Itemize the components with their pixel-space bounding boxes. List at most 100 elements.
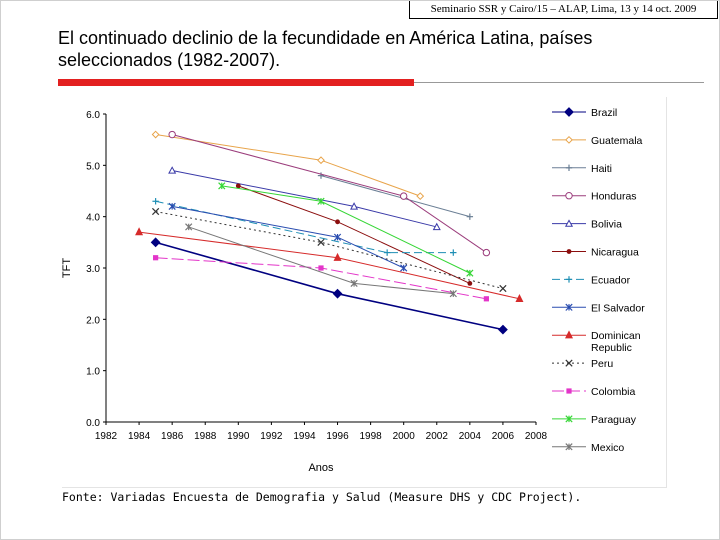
legend-item-brazil: Brazil [552,107,617,119]
chart-axes: 0.0 1.0 2.0 3.0 4.0 5.0 6.0 1982 1984 1986 1988 199… [61,110,548,474]
legend-item-bolivia: Bolivia [552,219,622,231]
legend-label: El Salvador [591,302,645,314]
data-point [383,249,391,256]
legend-item-el-salvador: El Salvador [552,302,645,314]
data-point [565,276,573,283]
x-tick-label: 2006 [492,431,515,442]
x-tick-label: 1986 [161,431,184,442]
y-tick-label: 1.0 [86,367,100,378]
y-tick-label: 0.0 [86,418,100,429]
legend-label: Republic [591,342,632,354]
series-guatemala [151,130,425,201]
series-line [320,175,470,218]
y-tick-label: 4.0 [86,213,100,224]
chart-area: 0.0 1.0 2.0 3.0 4.0 5.0 6.0 1982 1984 1986 1988 199… [61,97,667,488]
y-tick-label: 2.0 [86,315,100,326]
series-peru [151,207,507,293]
data-point [333,252,342,261]
data-point [168,202,176,211]
data-point [566,249,572,254]
x-tick-label: 2000 [393,431,416,442]
series-paraguay [218,182,474,277]
legend-label: Peru [591,358,613,370]
data-point [317,238,325,246]
series-line [172,134,487,254]
data-point [483,296,489,302]
legend-label: Paraguay [591,414,637,426]
series-nicaragua [235,183,473,286]
y-axis-label: TFT [62,258,73,278]
data-point [449,290,457,298]
seminar-header: Seminario SSR y Cairo/15 – ALAP, Lima, 1… [409,0,718,19]
marker-stroke [565,359,573,367]
legend-label: Mexico [591,442,624,454]
legend-label: Nicaragua [591,247,639,259]
legend-label: Guatemala [591,135,643,147]
series-line [155,211,504,290]
x-tick-label: 1984 [128,431,151,442]
data-point [565,164,573,171]
data-point [400,264,408,272]
data-point [151,130,160,139]
data-point [565,303,573,311]
chart-series [135,130,524,335]
data-point [467,281,473,286]
data-point [218,182,226,190]
tfr-line-chart: 0.0 1.0 2.0 3.0 4.0 5.0 6.0 1982 1984 1986 1988 199… [61,107,645,474]
slide-title: El continuado declinio de la fecundidade… [58,28,593,70]
legend-label: Haiti [591,163,612,175]
series-ecuador [152,198,457,256]
data-point [564,219,574,227]
data-point [317,156,325,165]
title-divider [414,82,704,83]
x-tick-label: 1992 [260,431,283,442]
data-point [350,202,359,210]
data-point [153,255,159,261]
legend-label: Colombia [591,386,636,398]
data-point [499,284,507,293]
x-tick-label: 1996 [326,431,349,442]
series-dominican-republic [135,227,524,302]
data-point [565,359,573,367]
data-point [317,197,325,205]
series-line [155,200,454,254]
series-brazil [150,237,508,335]
data-point [498,324,508,335]
series-line [139,231,520,300]
data-point [335,219,340,225]
data-point [564,107,574,117]
legend-item-colombia: Colombia [552,386,636,398]
legend-item-nicaragua: Nicaragua [552,247,639,259]
legend-item-haiti: Haiti [552,163,612,175]
series-line [188,226,454,295]
marker-stroke [499,284,507,293]
legend-item-honduras: Honduras [552,191,637,203]
title-accent-bar [58,79,414,86]
x-tick-label: 2004 [459,431,482,442]
data-point [466,213,474,220]
data-point [566,388,572,394]
y-tick-label: 6.0 [86,110,100,121]
y-tick-label: 3.0 [86,264,100,275]
x-tick-label: 2002 [426,431,449,442]
x-tick-label: 1994 [293,431,316,442]
series-haiti [317,172,474,220]
data-point [565,443,573,451]
x-tick-label: 2008 [525,431,548,442]
data-point [565,192,573,200]
data-point [564,330,574,339]
data-point [150,237,161,248]
data-point [466,269,474,277]
legend-label: Dominican [591,330,641,342]
legend-label: Honduras [591,191,637,203]
data-point [235,183,241,189]
data-point [318,265,324,271]
legend-item-guatemala: Guatemala [552,135,643,147]
series-bolivia [168,166,441,231]
series-line [238,185,471,284]
y-tick-label: 5.0 [86,161,100,172]
series-line [155,257,487,300]
series-colombia [153,255,489,302]
series-line [155,241,504,331]
